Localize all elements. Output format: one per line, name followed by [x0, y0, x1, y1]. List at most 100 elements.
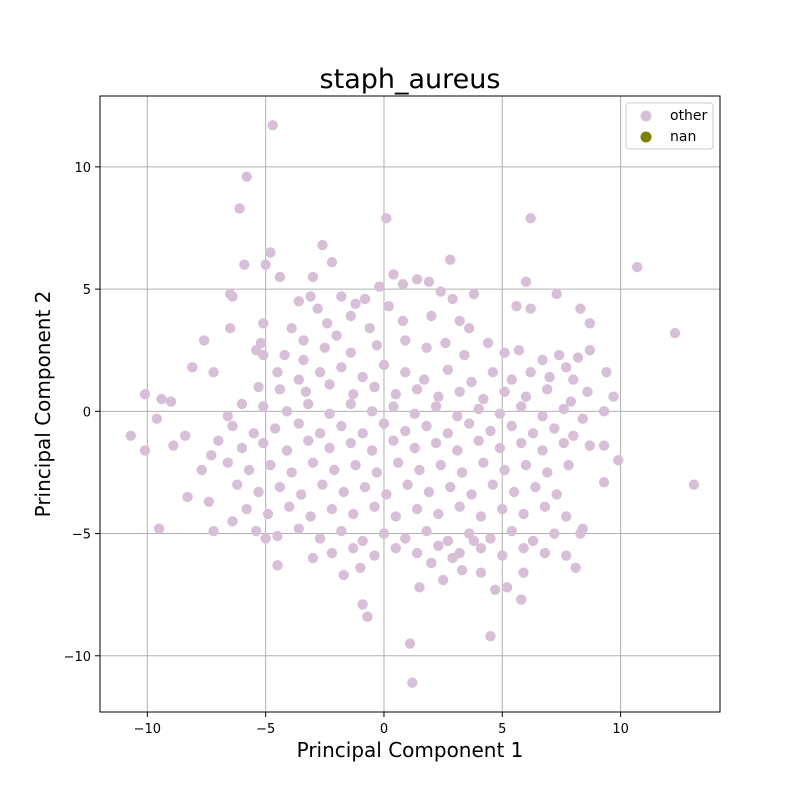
y-axis-label: Principal Component 2 [31, 291, 55, 518]
data-point-other [314, 533, 326, 544]
data-point-other [430, 401, 442, 412]
data-point-other [317, 239, 328, 251]
y-tick-label: 10 [74, 161, 91, 176]
legend-label-nan: nan [670, 129, 696, 145]
data-point-other [336, 362, 347, 373]
data-point-other [598, 406, 610, 417]
data-point-other [518, 567, 529, 578]
data-point-other [274, 384, 286, 395]
data-point-other [345, 310, 357, 322]
data-point-other [520, 391, 532, 402]
data-point-other [357, 371, 368, 383]
data-point-other [359, 481, 371, 493]
data-point-other [224, 323, 236, 334]
data-point-other [421, 420, 432, 432]
data-point-other [572, 352, 584, 363]
data-point-other [454, 501, 465, 512]
data-point-other [485, 533, 496, 544]
data-point-other [468, 288, 480, 300]
data-point-other [326, 257, 338, 268]
x-tick-label: 0 [380, 722, 388, 737]
data-point-other [293, 523, 304, 534]
data-point-other [400, 367, 411, 378]
data-point-other [485, 631, 496, 642]
data-point-other [397, 279, 409, 290]
data-point-other [525, 303, 536, 314]
data-point-other [331, 330, 342, 341]
data-point-other [269, 423, 281, 434]
data-point-other [544, 371, 555, 383]
data-point-other [582, 386, 593, 397]
data-point-other [348, 508, 359, 520]
data-point-other [527, 428, 539, 439]
data-point-other [459, 349, 470, 361]
data-point-other [426, 310, 437, 322]
data-point-other [307, 271, 319, 283]
data-point-other [383, 301, 394, 312]
data-point-other [392, 457, 404, 468]
y-tick-label: −5 [72, 528, 91, 543]
data-point-other [584, 318, 596, 329]
data-point-other [165, 396, 177, 407]
data-point-other [575, 303, 586, 314]
data-point-other [442, 535, 454, 547]
data-point-other [423, 276, 435, 287]
data-point-other [267, 120, 278, 131]
plot-area-frame [99, 95, 721, 713]
data-point-other [258, 401, 269, 412]
data-point-other [400, 533, 411, 544]
data-point-other [463, 528, 475, 539]
data-point-other [293, 374, 304, 385]
data-point-other [258, 437, 269, 449]
data-point-other [452, 445, 463, 456]
data-point-other [494, 408, 506, 419]
data-point-other [414, 464, 425, 476]
data-point-other [447, 293, 458, 305]
data-point-other [272, 560, 283, 571]
data-point-other [525, 213, 536, 224]
data-point-other [537, 411, 548, 422]
data-point-other [568, 374, 579, 385]
data-point-other [338, 569, 349, 581]
data-point-other [236, 442, 248, 454]
data-point-other [355, 562, 366, 573]
data-point-other [418, 374, 430, 385]
data-point-other [227, 420, 238, 432]
data-point-other [551, 288, 562, 300]
data-point-other [563, 459, 574, 471]
data-point-other [345, 437, 357, 449]
data-point-other [400, 425, 411, 437]
data-point-other [494, 442, 506, 454]
data-point-other [303, 435, 314, 446]
data-point-other [478, 393, 489, 405]
data-point-other [293, 418, 304, 429]
data-point-other [421, 342, 432, 353]
data-point-other [508, 486, 520, 498]
data-point-other [499, 347, 510, 358]
data-point-other [584, 345, 596, 356]
data-point-other [565, 396, 577, 407]
data-point-other [208, 525, 219, 537]
data-point-other [489, 584, 501, 595]
data-point-other [421, 525, 432, 537]
data-point-other [442, 364, 454, 375]
data-point-other [669, 327, 681, 339]
data-point-other [232, 479, 243, 490]
data-point-other [466, 376, 477, 388]
data-point-other [402, 479, 413, 490]
data-point-other [473, 403, 484, 415]
data-point-other [631, 261, 643, 273]
data-point-other [307, 457, 319, 468]
data-point-other [445, 254, 456, 265]
data-point-other [156, 393, 167, 405]
data-point-other [213, 435, 224, 446]
data-point-other [350, 459, 361, 471]
data-point-other [300, 386, 312, 397]
data-point-other [279, 349, 290, 361]
data-point-other [688, 479, 700, 490]
data-point-other [250, 525, 262, 537]
legend: other nan [625, 102, 714, 150]
data-point-other [378, 418, 390, 429]
data-point-other [506, 525, 517, 537]
